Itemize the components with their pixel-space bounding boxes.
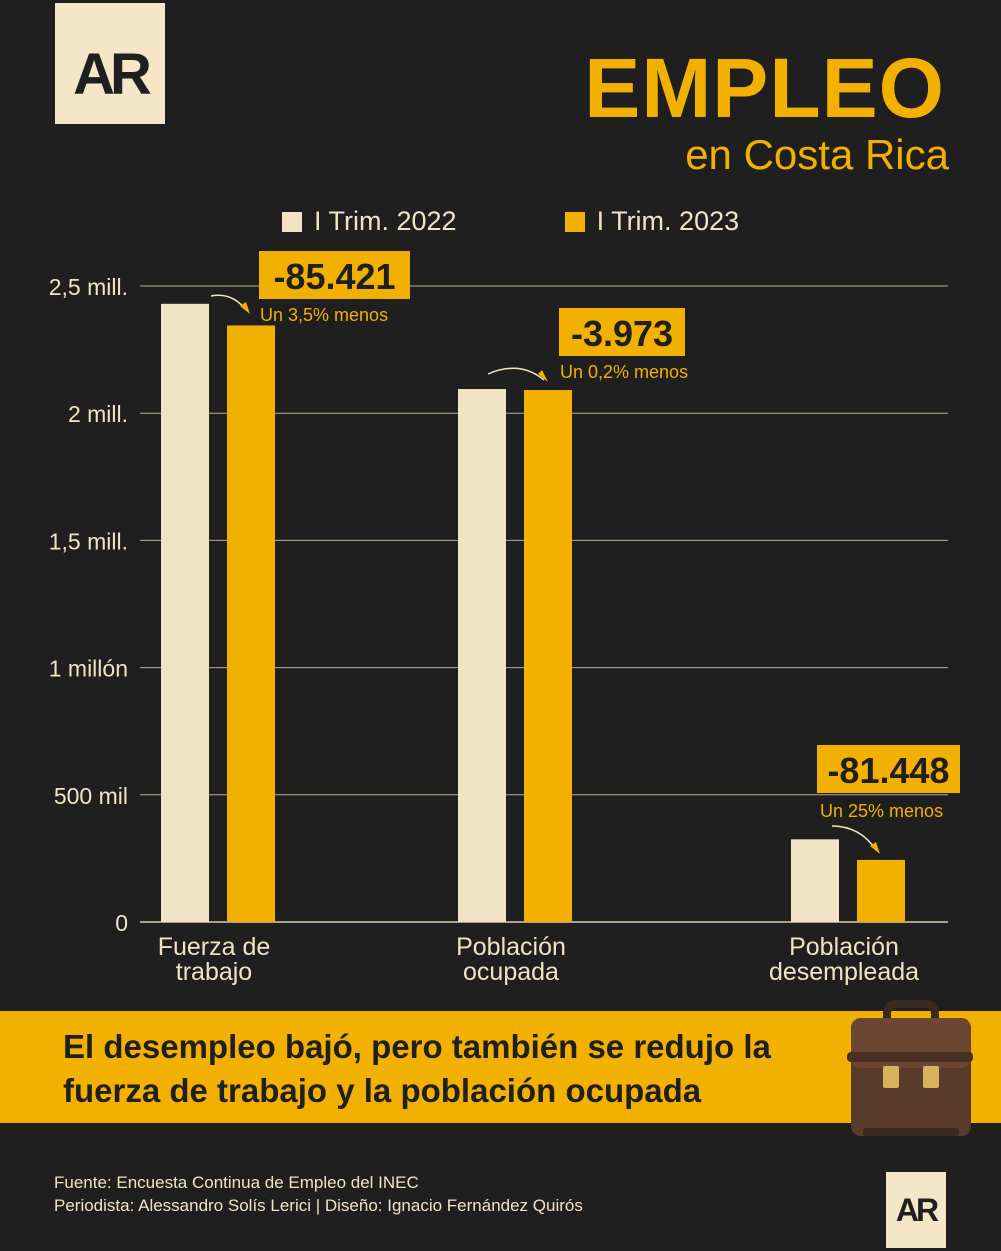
bar	[458, 389, 506, 923]
x-tick-label: Fuerza de	[158, 933, 271, 961]
briefcase-icon	[847, 1000, 973, 1136]
bar	[857, 859, 905, 922]
annotation-value: -85.421	[273, 256, 395, 297]
footer-logo: AR	[886, 1172, 946, 1248]
x-tick-label: trabajo	[176, 958, 252, 986]
bar	[227, 325, 275, 922]
legend-item-2023: I Trim. 2023	[564, 206, 740, 237]
annotation-note: Un 3,5% menos	[260, 305, 388, 325]
bar	[791, 839, 839, 922]
banner-line-1: El desempleo bajó, pero también se reduj…	[63, 1028, 771, 1065]
legend-item-2022: I Trim. 2022	[282, 206, 457, 237]
footer-logo-text: AR	[895, 1191, 939, 1228]
annotation-note: Un 25% menos	[820, 801, 943, 821]
bar	[524, 390, 572, 923]
y-tick-label: 0	[115, 910, 128, 936]
annotation-value: -3.973	[571, 313, 673, 354]
banner-line-2: fuerza de trabajo y la población ocupada	[63, 1072, 702, 1109]
annotation-arrow	[487, 367, 545, 381]
annotation-arrowhead	[538, 370, 548, 382]
legend-label-2022: I Trim. 2022	[314, 206, 457, 236]
y-tick-label: 1 millón	[49, 656, 128, 682]
annotation-box	[559, 308, 685, 356]
footer: Fuente: Encuesta Continua de Empleo del …	[54, 1171, 583, 1217]
annotation-box	[259, 251, 410, 299]
x-tick-label: Población	[789, 933, 899, 961]
chart-legend: I Trim. 2022 I Trim. 2023	[282, 206, 739, 237]
x-tick-label: ocupada	[463, 958, 559, 986]
footer-source: Fuente: Encuesta Continua de Empleo del …	[54, 1173, 419, 1192]
bar-chart: 0 500 mil 1 millón 1,5 mill. 2 mill. 2,5 mill…	[49, 251, 960, 986]
annotation-box	[817, 745, 960, 793]
annotation-note: Un 0,2% menos	[560, 362, 688, 382]
annotation-value: -81.448	[827, 750, 949, 791]
legend-swatch-2023	[564, 211, 585, 232]
brand-logo: AR	[55, 3, 165, 124]
brand-logo-text: AR	[73, 42, 152, 107]
x-tick-label: Población	[456, 933, 566, 961]
y-tick-label: 2,5 mill.	[49, 274, 128, 300]
annotation-arrow	[210, 294, 247, 311]
legend-label-2023: I Trim. 2023	[596, 206, 740, 236]
y-tick-label: 2 mill.	[68, 401, 128, 427]
page-subtitle: en Costa Rica	[685, 131, 949, 178]
x-tick-label: desempleada	[769, 958, 919, 986]
conclusion-banner: El desempleo bajó, pero también se reduj…	[0, 1011, 1001, 1123]
footer-credits: Periodista: Alessandro Solís Lerici | Di…	[54, 1196, 583, 1215]
page-title: EMPLEO	[584, 41, 945, 135]
y-tick-label: 500 mil	[54, 783, 128, 809]
annotation-arrowhead	[240, 302, 250, 314]
y-tick-label: 1,5 mill.	[49, 528, 128, 554]
annotation-arrowhead	[870, 842, 880, 854]
bar	[161, 303, 209, 923]
legend-swatch-2022	[282, 211, 302, 232]
